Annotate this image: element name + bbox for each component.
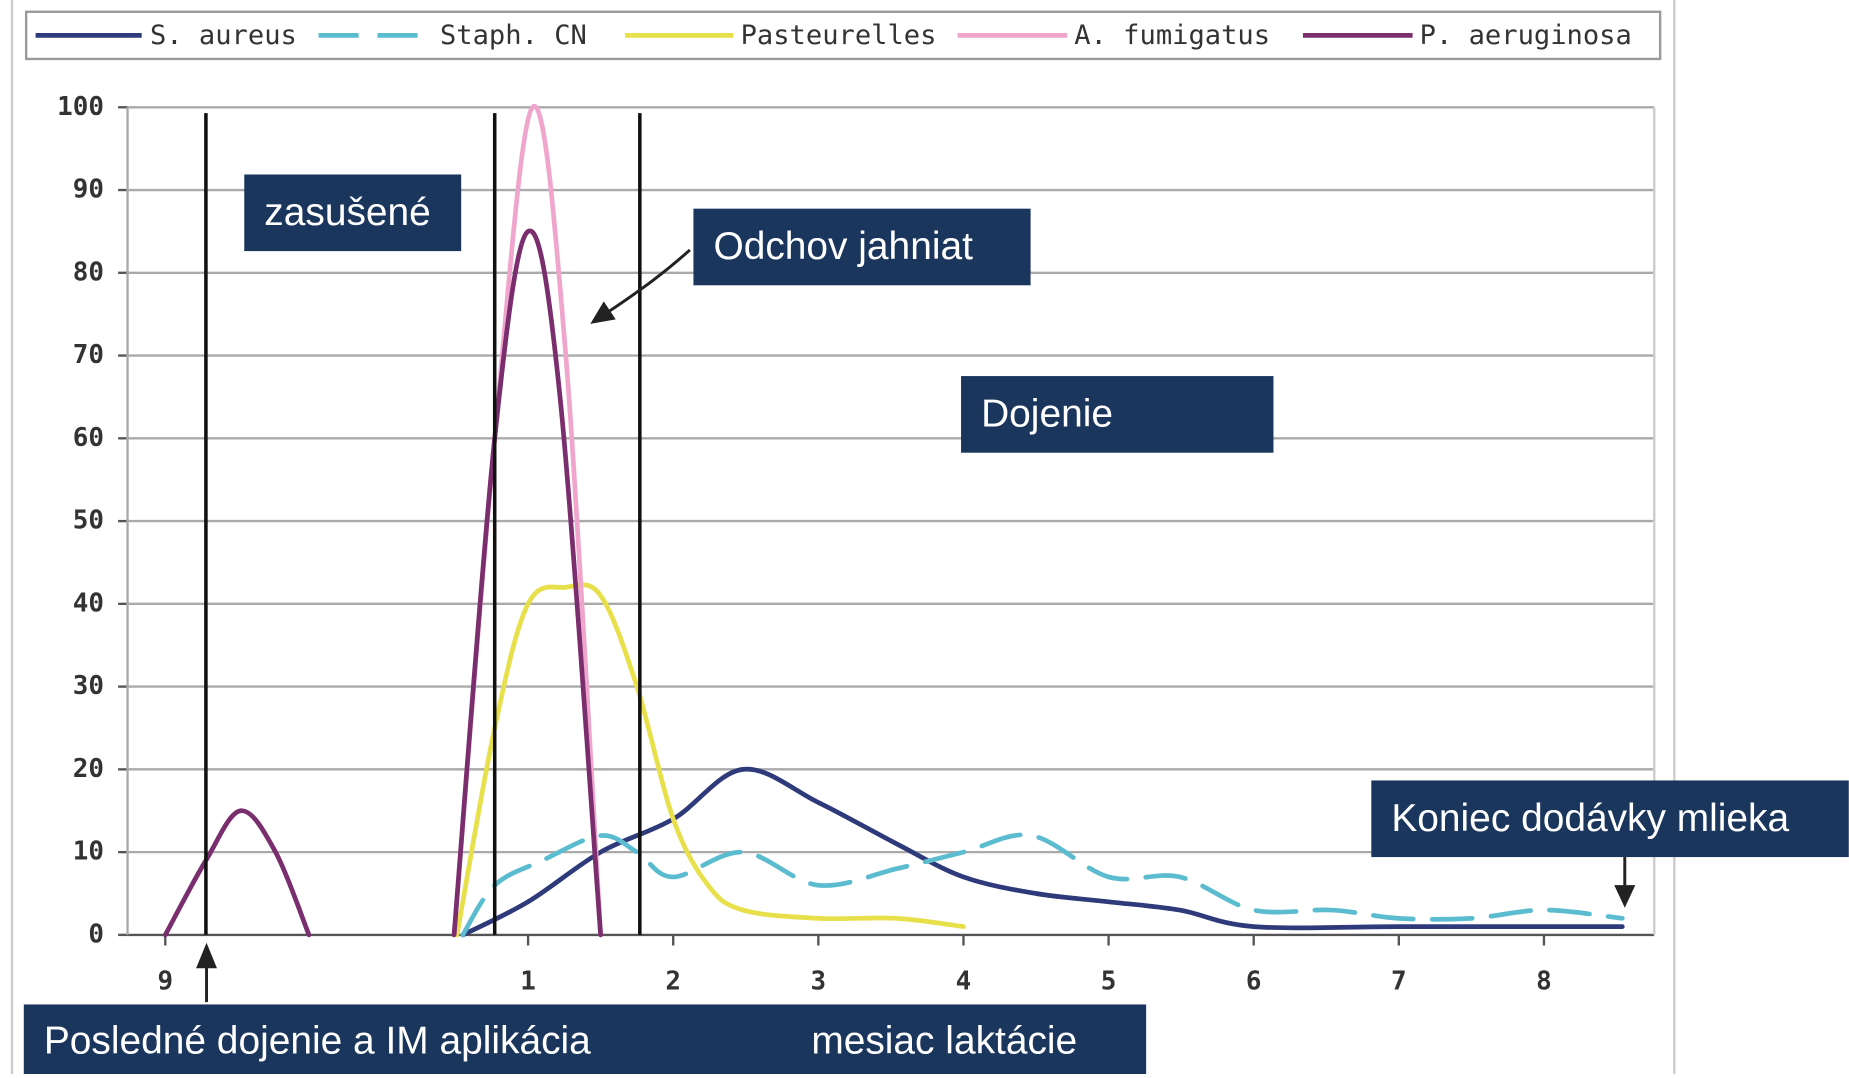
- x-tick-label: 4: [956, 967, 972, 997]
- y-tick-label: 30: [73, 671, 104, 701]
- y-tick-label: 40: [73, 588, 104, 618]
- x-tick-label: 1: [520, 967, 536, 997]
- series-line: [162, 228, 604, 938]
- legend-label: Pasteurelles: [741, 20, 937, 51]
- y-tick-label: 20: [73, 754, 104, 784]
- x-tick-label: 2: [665, 967, 681, 997]
- y-tick-label: 60: [73, 423, 104, 453]
- x-tick-label: 5: [1101, 967, 1117, 997]
- x-tick-label: 9: [157, 967, 173, 997]
- series-line: [460, 766, 1625, 938]
- series-line: [454, 582, 966, 938]
- annotation: Odchov jahniat: [713, 225, 973, 268]
- arrows: [196, 248, 1636, 1003]
- plot: 0 10 20 30 40 50 60 70 80 90 100 9 1 2 3 4 5 6 7 8: [57, 92, 1656, 997]
- y-tick-label: 100: [57, 92, 104, 122]
- annotation-box: [961, 376, 1274, 453]
- annotation: zasušené: [264, 191, 430, 234]
- legend-label: A. fumigatus: [1074, 20, 1270, 51]
- arrow: [606, 248, 691, 314]
- legend-label: Staph. CN: [440, 20, 587, 51]
- annotation-box: [1371, 780, 1849, 858]
- x-tick-label: 6: [1246, 967, 1262, 997]
- annotations: zasušené Odchov jahniat Dojenie Koniec d…: [23, 174, 1849, 1074]
- y-tick-label: 50: [73, 506, 104, 536]
- x-tick-label: 7: [1391, 967, 1407, 997]
- annotation: Koniec dodávky mlieka: [1391, 797, 1789, 840]
- y-tick-label: 80: [73, 257, 104, 287]
- arrow-head: [1614, 885, 1636, 908]
- legend: S. aureus Staph. CN Pasteurelles A. fumigat…: [35, 20, 1632, 51]
- x-tick-label: 8: [1536, 967, 1552, 997]
- x-tick-label: 3: [811, 967, 827, 997]
- y-tick-label: 90: [73, 175, 104, 205]
- chart-border: [10, 0, 1676, 1078]
- y-tick-label: 70: [73, 340, 104, 370]
- legend-label: S. aureus: [150, 20, 297, 51]
- annotation: Posledné dojenie a IM aplikácia: [44, 1020, 591, 1063]
- annotation: Dojenie: [981, 392, 1113, 435]
- annotation-box: [693, 208, 1031, 286]
- arrow-head: [196, 942, 217, 969]
- series-line: [460, 832, 1625, 938]
- annotation-box: [23, 1004, 1147, 1074]
- arrow-head: [590, 301, 616, 324]
- annotation-box: [244, 174, 462, 252]
- legend-label: P. aeruginosa: [1420, 20, 1632, 51]
- annotation: mesiac laktácie: [811, 1020, 1077, 1063]
- y-tick-label: 0: [88, 919, 104, 949]
- y-tick-label: 10: [73, 837, 104, 867]
